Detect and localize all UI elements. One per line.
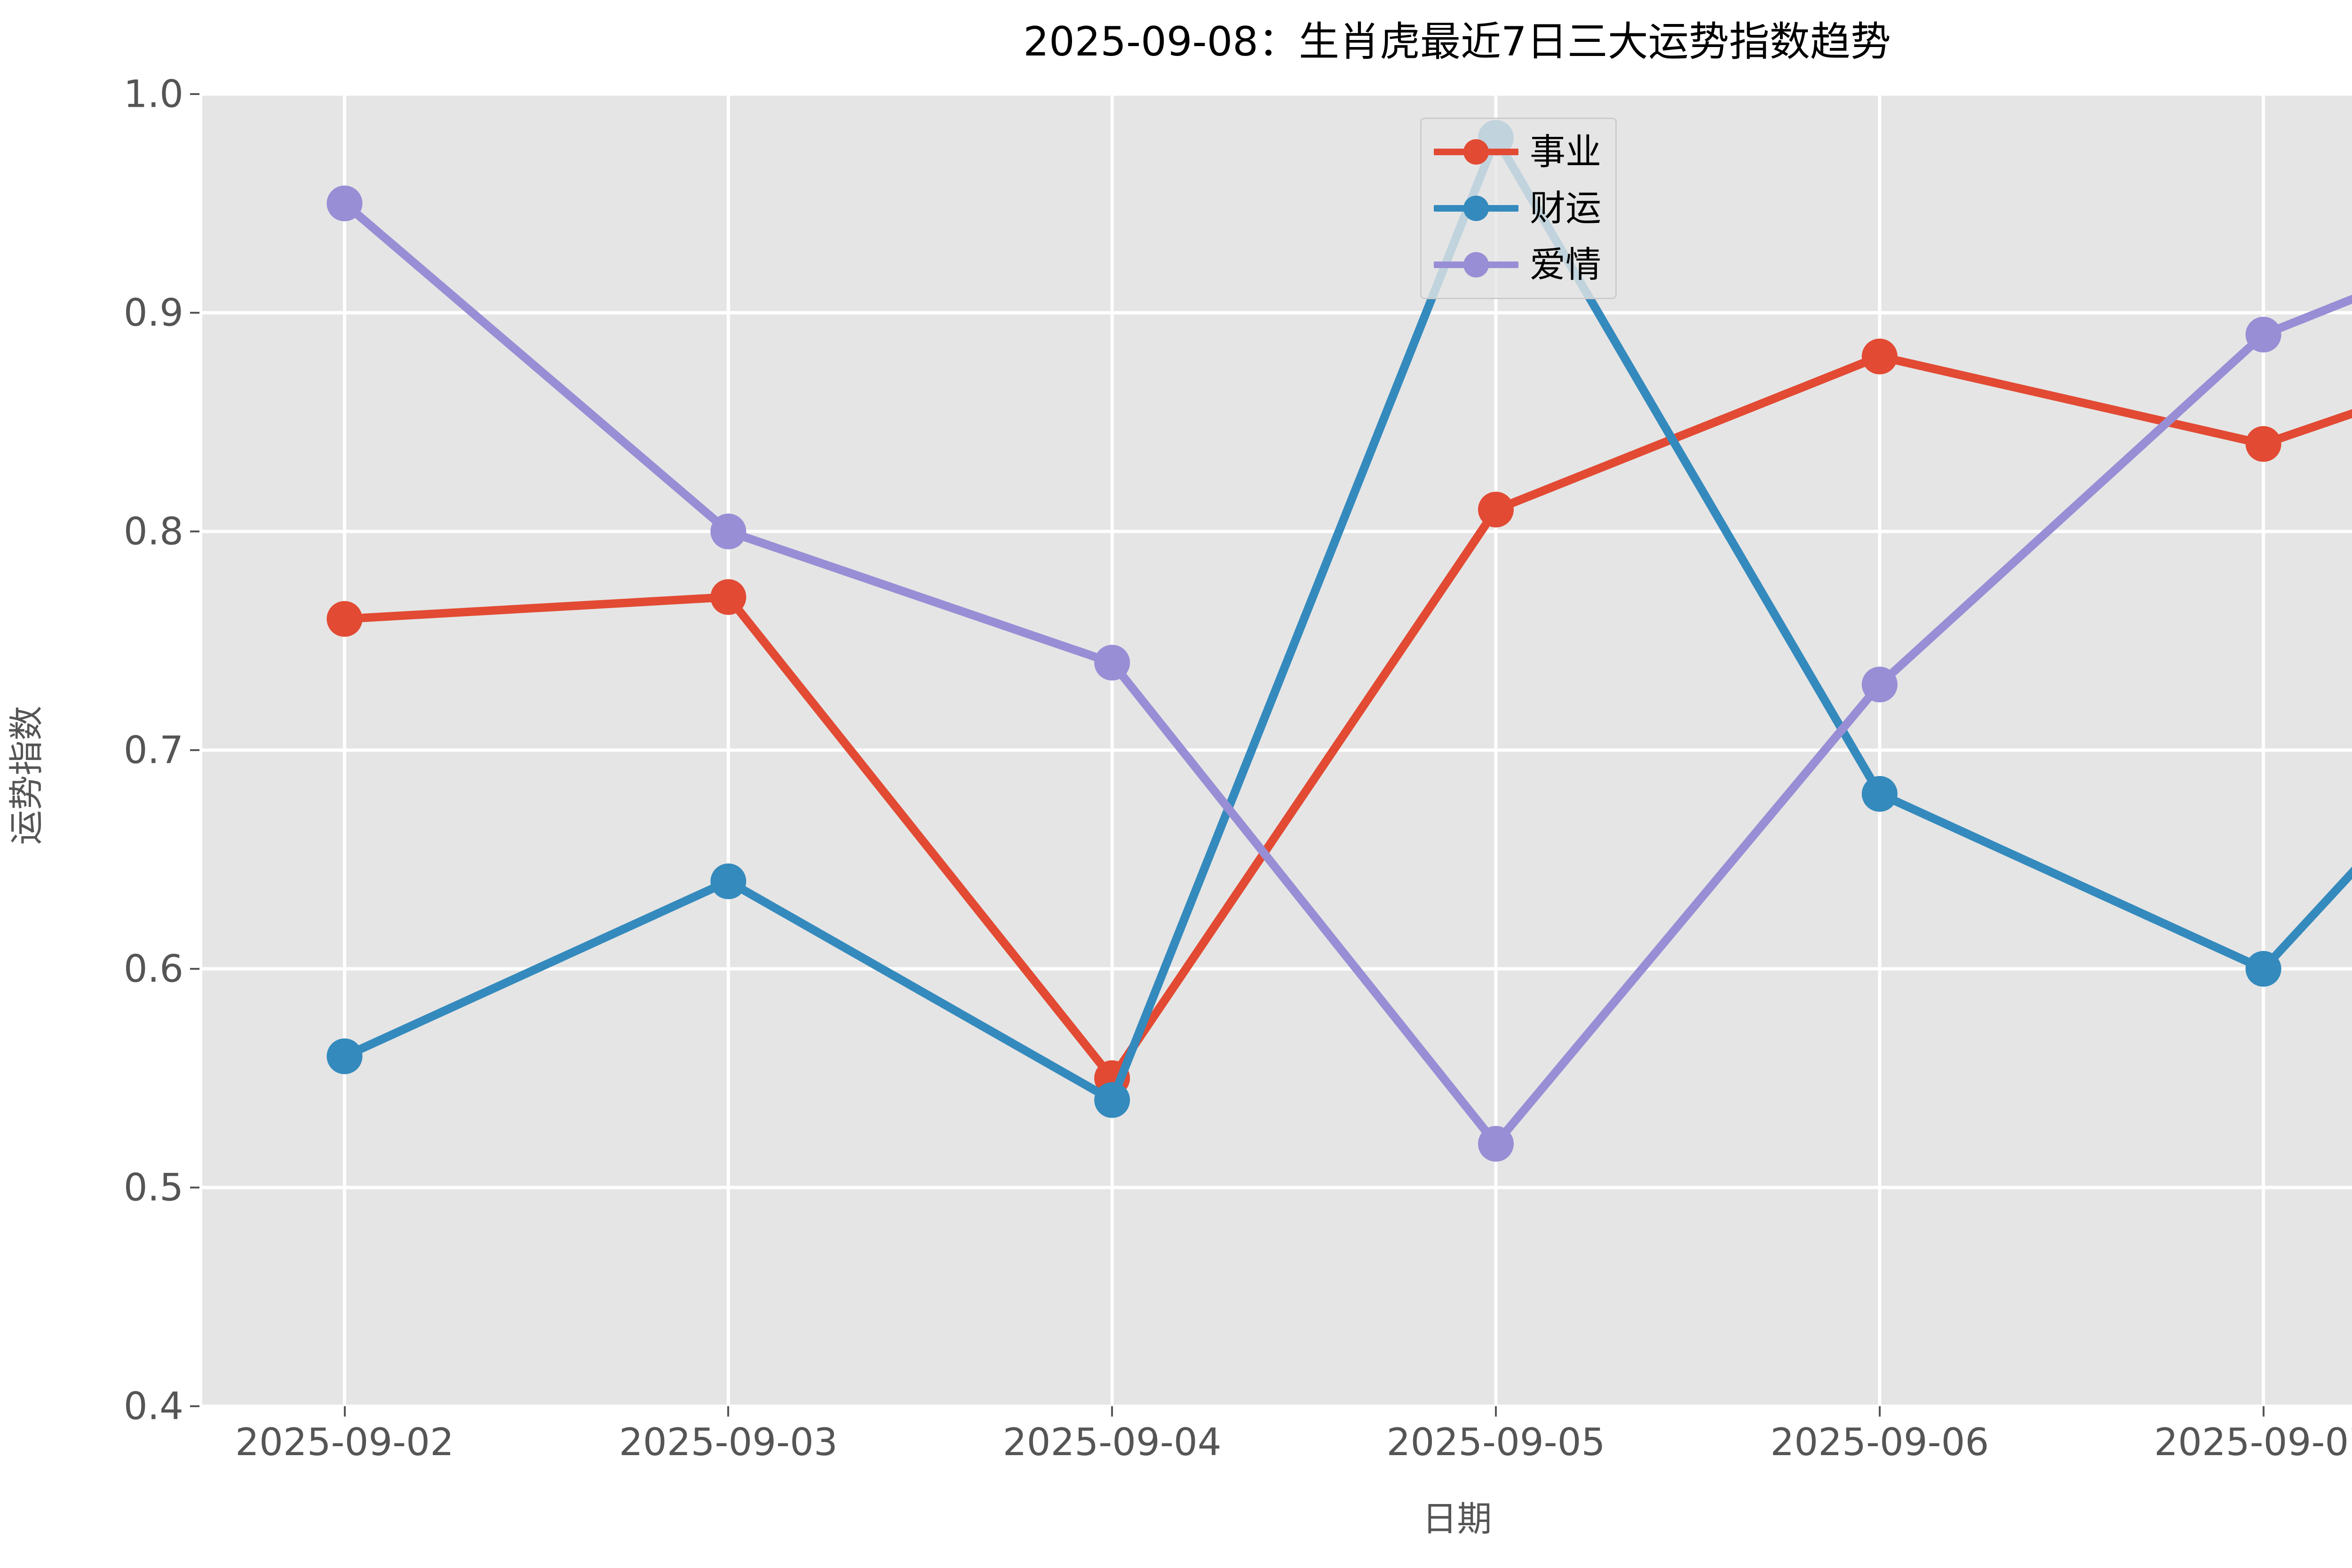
y-axis-tick-label: 0.9	[123, 291, 183, 335]
data-point-财运	[1861, 776, 1898, 812]
y-axis-tick-label: 1.0	[123, 72, 183, 116]
legend-marker-icon	[1463, 139, 1489, 165]
legend-marker-icon	[1463, 196, 1489, 221]
data-point-财运	[1094, 1082, 1130, 1118]
series-line-爱情	[340, 199, 2352, 1148]
y-axis-tick-labels: 0.4 0.5 0.6 0.7 0.8 0.9 1.0	[0, 72, 183, 1428]
y-axis-tick-label: 0.6	[123, 947, 183, 991]
x-axis-tick-mark	[1878, 1406, 1881, 1417]
x-axis-tick-labels: 2025-09-02 2025-09-03 2025-09-04 2025-09-05…	[202, 1420, 2352, 1472]
x-axis-tick-label: 2025-09-04	[1002, 1420, 1222, 1464]
y-axis-tick-mark	[190, 968, 199, 970]
x-axis-tick-mark	[2262, 1406, 2265, 1417]
legend-swatch-icon	[1434, 138, 1518, 166]
x-axis-tick-mark	[1495, 1406, 1497, 1417]
legend-entry-爱情[interactable]: 爱情	[1434, 242, 1601, 287]
y-axis-tick-mark	[190, 1187, 199, 1188]
legend-label: 财运	[1530, 187, 1601, 229]
x-axis-tick-mark	[343, 1406, 346, 1417]
chart-title: 2025-09-08：生肖虎最近7日三大运势指数趋势	[1023, 18, 1891, 65]
y-axis-tick-mark	[190, 749, 199, 751]
x-axis-title: 日期	[1422, 1499, 1492, 1539]
y-axis-tick-label: 0.7	[123, 728, 183, 772]
legend-marker-icon	[1463, 252, 1489, 277]
y-axis-title: 运势指数	[6, 705, 47, 845]
plot-area	[202, 94, 2352, 1406]
data-point-事业	[326, 601, 363, 637]
data-point-爱情	[1094, 645, 1130, 681]
y-axis-tick-mark	[190, 312, 199, 314]
y-axis-tick-label: 0.4	[123, 1384, 183, 1428]
y-axis-tick-label: 0.8	[123, 509, 183, 554]
y-axis-tick-mark	[190, 1405, 199, 1407]
data-point-事业	[710, 579, 747, 615]
data-point-爱情	[710, 514, 747, 549]
x-axis-tick-label: 2025-09-07	[2154, 1420, 2352, 1464]
data-point-爱情	[1478, 1126, 1514, 1162]
legend-label: 爱情	[1530, 244, 1601, 285]
x-axis-tick-label: 2025-09-05	[1386, 1420, 1605, 1464]
plot-svg	[202, 94, 2352, 1406]
data-point-爱情	[2245, 317, 2281, 353]
y-axis-tick-mark	[190, 93, 199, 95]
data-point-事业	[1478, 491, 1514, 528]
chart-legend: 事业 财运 爱情	[1420, 118, 1617, 299]
legend-entry-事业[interactable]: 事业	[1434, 129, 1601, 174]
x-axis-tick-mark	[1111, 1406, 1113, 1417]
y-axis-tick-label: 0.5	[123, 1165, 183, 1210]
y-axis-tick-mark	[190, 531, 199, 532]
data-point-财运	[326, 1038, 363, 1074]
data-point-事业	[1861, 339, 1898, 374]
legend-entry-财运[interactable]: 财运	[1434, 186, 1601, 231]
x-axis-tick-mark	[727, 1406, 730, 1417]
data-point-事业	[2245, 426, 2281, 462]
data-point-财运	[710, 863, 747, 899]
legend-swatch-icon	[1434, 251, 1518, 279]
x-axis-tick-label: 2025-09-02	[235, 1420, 454, 1464]
data-point-爱情	[1861, 666, 1898, 703]
x-axis-tick-label: 2025-09-03	[619, 1420, 838, 1464]
legend-swatch-icon	[1434, 194, 1518, 222]
data-point-财运	[2245, 951, 2281, 987]
x-axis-tick-label: 2025-09-06	[1770, 1420, 1989, 1464]
data-point-爱情	[326, 185, 363, 222]
legend-label: 事业	[1530, 131, 1601, 173]
